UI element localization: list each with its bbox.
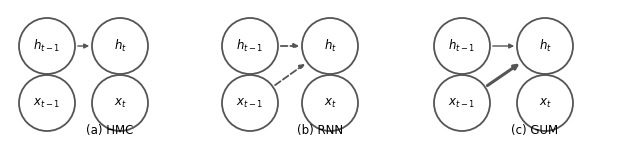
Text: $x_t$: $x_t$: [114, 96, 126, 110]
Circle shape: [517, 18, 573, 74]
Circle shape: [434, 18, 490, 74]
Circle shape: [19, 18, 75, 74]
Text: $x_{t-1}$: $x_{t-1}$: [33, 96, 61, 110]
Text: $x_{t-1}$: $x_{t-1}$: [236, 96, 264, 110]
Text: $x_t$: $x_t$: [324, 96, 337, 110]
Text: $x_{t-1}$: $x_{t-1}$: [449, 96, 476, 110]
Circle shape: [92, 75, 148, 131]
Circle shape: [517, 75, 573, 131]
Circle shape: [222, 18, 278, 74]
Circle shape: [302, 18, 358, 74]
Text: $h_t$: $h_t$: [538, 38, 552, 54]
Text: $x_t$: $x_t$: [539, 96, 552, 110]
Circle shape: [222, 75, 278, 131]
Text: (b) RNN: (b) RNN: [297, 124, 343, 137]
Circle shape: [434, 75, 490, 131]
Circle shape: [92, 18, 148, 74]
Text: $h_t$: $h_t$: [113, 38, 127, 54]
Text: (a) HMC: (a) HMC: [86, 124, 134, 137]
Text: $h_{t-1}$: $h_{t-1}$: [33, 38, 61, 54]
Text: $h_{t-1}$: $h_{t-1}$: [236, 38, 264, 54]
Circle shape: [19, 75, 75, 131]
Circle shape: [302, 75, 358, 131]
Text: $h_t$: $h_t$: [324, 38, 337, 54]
Text: (c) GUM: (c) GUM: [511, 124, 559, 137]
Text: $h_{t-1}$: $h_{t-1}$: [449, 38, 476, 54]
